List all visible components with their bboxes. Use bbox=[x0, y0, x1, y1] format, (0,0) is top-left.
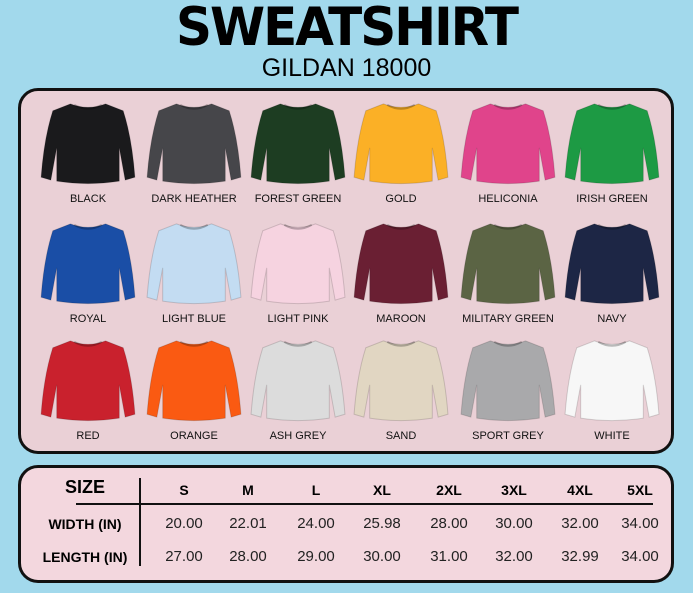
color-name: IRISH GREEN bbox=[576, 193, 648, 205]
color-swatch: WHITE bbox=[560, 336, 664, 442]
table-cell: 31.00 bbox=[430, 548, 468, 565]
table-cell: 25.98 bbox=[363, 515, 401, 532]
color-name: SAND bbox=[385, 430, 417, 442]
color-name: MAROON bbox=[376, 313, 426, 325]
color-swatch: MILITARY GREEN bbox=[456, 219, 560, 325]
color-swatch: RED bbox=[36, 336, 140, 442]
sweatshirt-icon bbox=[146, 223, 242, 305]
color-swatch: IRISH GREEN bbox=[560, 99, 664, 205]
color-name: DARK HEATHER bbox=[151, 193, 237, 205]
color-name: HELICONIA bbox=[478, 193, 538, 205]
table-cell: 28.00 bbox=[430, 515, 468, 532]
color-name: GOLD bbox=[385, 193, 417, 205]
color-swatch: SPORT GREY bbox=[456, 336, 560, 442]
size-column-header: 3XL bbox=[501, 482, 527, 498]
sweatshirt-icon bbox=[40, 340, 136, 422]
size-chart-panel: SIZE S M L XL 2XL 3XL 4XL 5XL WIDTH (IN) 20.00 22.0… bbox=[18, 465, 674, 583]
color-name: ASH GREY bbox=[269, 430, 327, 442]
sweatshirt-icon bbox=[250, 103, 346, 185]
header-divider bbox=[76, 503, 653, 505]
color-name: SPORT GREY bbox=[472, 430, 544, 442]
color-swatch: SAND bbox=[349, 336, 453, 442]
color-name: FOREST GREEN bbox=[254, 193, 342, 205]
color-name: MILITARY GREEN bbox=[462, 313, 554, 325]
table-cell: 29.00 bbox=[297, 548, 335, 565]
sweatshirt-icon bbox=[146, 103, 242, 185]
sweatshirt-icon bbox=[460, 223, 556, 305]
sweatshirt-icon bbox=[460, 340, 556, 422]
sweatshirt-icon bbox=[353, 103, 449, 185]
table-cell: 20.00 bbox=[165, 515, 203, 532]
color-name: BLACK bbox=[69, 193, 107, 205]
row-label: LENGTH (IN) bbox=[42, 549, 128, 565]
table-cell: 30.00 bbox=[495, 515, 533, 532]
color-swatch: DARK HEATHER bbox=[142, 99, 246, 205]
sweatshirt-icon bbox=[40, 223, 136, 305]
table-cell: 32.99 bbox=[561, 548, 599, 565]
color-swatch: GOLD bbox=[349, 99, 453, 205]
color-swatch: LIGHT PINK bbox=[246, 219, 350, 325]
table-cell: 32.00 bbox=[495, 548, 533, 565]
sweatshirt-icon bbox=[146, 340, 242, 422]
size-column-header: M bbox=[242, 482, 254, 498]
sweatshirt-icon bbox=[250, 340, 346, 422]
table-cell: 30.00 bbox=[363, 548, 401, 565]
page-title: SWEATSHIRT bbox=[175, 0, 519, 58]
column-divider bbox=[139, 478, 141, 566]
color-name: LIGHT PINK bbox=[267, 313, 329, 325]
table-cell: 24.00 bbox=[297, 515, 335, 532]
color-swatch: LIGHT BLUE bbox=[142, 219, 246, 325]
color-swatch: BLACK bbox=[36, 99, 140, 205]
table-cell: 28.00 bbox=[229, 548, 267, 565]
color-swatch: ASH GREY bbox=[246, 336, 350, 442]
color-swatch: ROYAL bbox=[36, 219, 140, 325]
color-name: LIGHT BLUE bbox=[162, 313, 226, 325]
sweatshirt-icon bbox=[353, 340, 449, 422]
table-cell: 34.00 bbox=[621, 515, 659, 532]
table-cell: 22.01 bbox=[229, 515, 267, 532]
size-column-header: 4XL bbox=[567, 482, 593, 498]
sweatshirt-icon bbox=[564, 340, 660, 422]
color-name: ORANGE bbox=[170, 430, 218, 442]
table-cell: 34.00 bbox=[621, 548, 659, 565]
color-name: RED bbox=[76, 430, 100, 442]
color-swatch: MAROON bbox=[349, 219, 453, 325]
row-label: WIDTH (IN) bbox=[48, 516, 122, 532]
sweatshirt-icon bbox=[460, 103, 556, 185]
table-cell: 32.00 bbox=[561, 515, 599, 532]
size-column-header: L bbox=[311, 482, 321, 498]
size-column-header: 5XL bbox=[627, 482, 653, 498]
color-name: WHITE bbox=[594, 430, 630, 442]
color-grid-panel: BLACK DARK HEATHER FOREST GREEN GOLD HELICON… bbox=[18, 88, 674, 454]
size-header: SIZE bbox=[64, 477, 105, 497]
color-swatch: FOREST GREEN bbox=[246, 99, 350, 205]
table-cell: 27.00 bbox=[165, 548, 203, 565]
color-name: ROYAL bbox=[69, 313, 107, 325]
size-column-header: XL bbox=[373, 482, 391, 498]
sweatshirt-icon bbox=[564, 103, 660, 185]
size-column-header: 2XL bbox=[436, 482, 462, 498]
sweatshirt-icon bbox=[564, 223, 660, 305]
color-swatch: NAVY bbox=[560, 219, 664, 325]
color-swatch: ORANGE bbox=[142, 336, 246, 442]
size-column-header: S bbox=[179, 482, 189, 498]
page-subtitle: GILDAN 18000 bbox=[261, 54, 432, 82]
sweatshirt-icon bbox=[250, 223, 346, 305]
sweatshirt-icon bbox=[40, 103, 136, 185]
color-name: NAVY bbox=[597, 313, 627, 325]
color-swatch: HELICONIA bbox=[456, 99, 560, 205]
sweatshirt-icon bbox=[353, 223, 449, 305]
